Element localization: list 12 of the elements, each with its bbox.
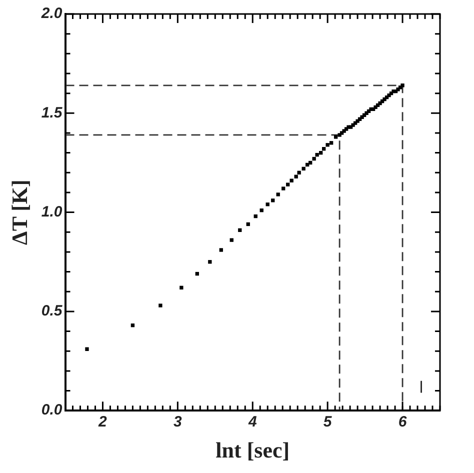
x-tick-label: 6: [398, 414, 408, 431]
x-tick-label: 4: [247, 414, 258, 431]
x-tick-label: 3: [174, 414, 183, 431]
y-tick-label: 0.5: [41, 302, 63, 320]
y-tick-label: 0.0: [41, 402, 63, 419]
x-axis-title: lnt [sec]: [216, 437, 290, 462]
x-tick-label: 5: [323, 414, 332, 431]
x-tick-label: 2: [98, 414, 108, 431]
y-tick-label: 1.5: [41, 104, 63, 122]
y-tick-label: 1.0: [41, 203, 63, 220]
y-tick-label: 2.0: [40, 5, 63, 22]
y-axis-title: ΔT [K]: [6, 180, 32, 245]
